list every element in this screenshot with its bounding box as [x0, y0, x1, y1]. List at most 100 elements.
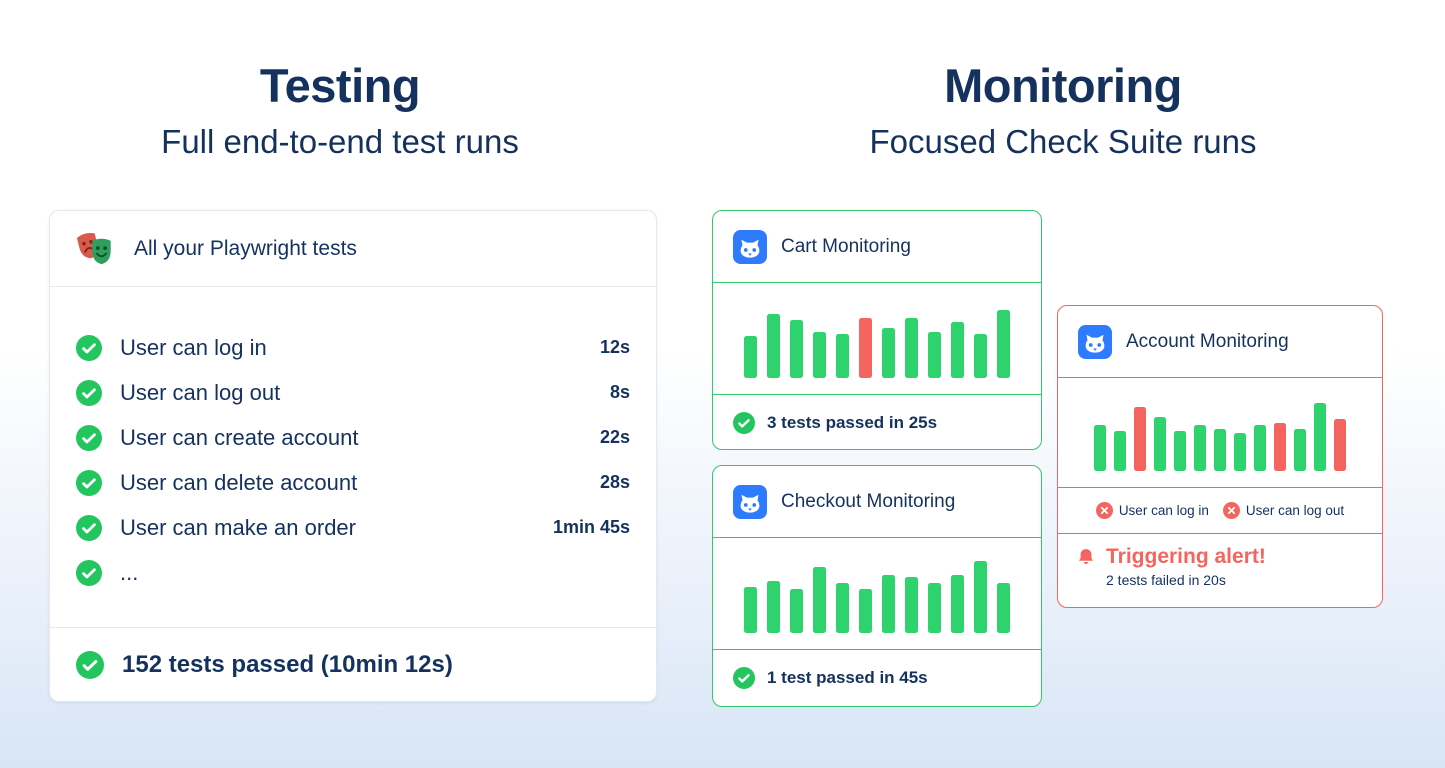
chart-bar-pass	[974, 334, 987, 378]
test-duration: 8s	[609, 382, 630, 402]
test-card-header-label: All your Playwright tests	[134, 236, 357, 260]
chart-bar-pass	[1094, 425, 1106, 471]
checkout-monitoring-label: Checkout Monitoring	[781, 490, 956, 512]
test-card-footer: 152 tests passed (10min 12s)	[50, 627, 656, 701]
check-circle-icon	[76, 379, 102, 406]
chart-bar-pass	[1314, 403, 1326, 471]
test-duration: 22s	[599, 427, 630, 447]
checkout-monitoring-header: Checkout Monitoring	[713, 466, 1041, 538]
testing-heading: Testing Full end-to-end test runs	[0, 58, 680, 161]
chart-bar-pass	[882, 575, 895, 633]
test-label: ...	[120, 559, 139, 585]
checkout-monitoring-summary: 1 test passed in 45s	[767, 668, 928, 687]
chart-bar-pass	[813, 332, 826, 378]
account-monitoring-header: Account Monitoring	[1058, 306, 1382, 378]
testing-subtitle: Full end-to-end test runs	[161, 123, 519, 160]
test-row: User can delete account 28s	[76, 460, 630, 505]
check-circle-icon	[733, 412, 755, 434]
test-card-header: All your Playwright tests	[50, 211, 656, 287]
test-row: User can log out 8s	[76, 370, 630, 415]
test-duration: 12s	[599, 337, 630, 357]
check-circle-icon	[76, 559, 102, 586]
checkout-monitoring-card: Checkout Monitoring 1 test passed in 45s	[712, 465, 1042, 707]
chart-bar-pass	[905, 577, 918, 633]
test-label: User can create account	[120, 424, 359, 450]
playwright-masks-icon	[74, 227, 118, 271]
chart-bar-fail	[1274, 423, 1286, 471]
cart-monitoring-card: Cart Monitoring 3 tests passed in 25s	[712, 210, 1042, 450]
monitoring-title: Monitoring	[944, 59, 1182, 112]
test-row: User can create account 22s	[76, 415, 630, 460]
check-circle-icon	[76, 514, 102, 541]
test-row: User can make an order 1min 45s	[76, 505, 630, 550]
chart-bar-pass	[905, 318, 918, 378]
chart-bar-pass	[1294, 429, 1306, 471]
check-circle-icon	[76, 650, 104, 679]
test-duration: 28s	[599, 472, 630, 492]
test-label: User can delete account	[120, 469, 358, 495]
chart-bar-fail	[859, 318, 872, 378]
chart-bar-pass	[997, 583, 1010, 633]
chart-bar-pass	[1154, 417, 1166, 471]
chart-bar-pass	[1174, 431, 1186, 471]
test-row: User can log in 12s	[76, 325, 630, 370]
cart-monitoring-summary: 3 tests passed in 25s	[767, 413, 938, 432]
chart-bar-pass	[836, 334, 849, 378]
alert-detail: 2 tests failed in 20s	[1106, 572, 1226, 588]
chart-bar-pass	[882, 328, 895, 378]
alert-section: Triggering alert! 2 tests failed in 20s	[1058, 534, 1382, 598]
chart-bar-pass	[1234, 433, 1246, 471]
chart-bar-pass	[951, 322, 964, 378]
check-circle-icon	[76, 334, 102, 361]
chart-bar-pass	[744, 587, 757, 633]
chart-bar-fail	[1334, 419, 1346, 471]
chart-bar-pass	[813, 567, 826, 633]
test-row: ...	[76, 550, 630, 595]
test-label: User can make an order	[120, 514, 356, 540]
account-monitoring-chart	[1058, 378, 1382, 488]
testing-title: Testing	[259, 59, 421, 112]
chart-bar-pass	[1194, 425, 1206, 471]
chart-bar-pass	[859, 589, 872, 633]
monitoring-subtitle: Focused Check Suite runs	[869, 123, 1257, 160]
check-circle-icon	[76, 424, 102, 451]
chart-bar-pass	[928, 332, 941, 378]
chart-bar-pass	[1114, 431, 1126, 471]
failed-test-label: User can log in	[1118, 503, 1209, 518]
cart-monitoring-chart	[713, 283, 1041, 395]
cart-monitoring-footer: 3 tests passed in 25s	[713, 395, 1041, 451]
chart-bar-pass	[1214, 429, 1226, 471]
chart-bar-pass	[790, 589, 803, 633]
account-monitoring-card: Account Monitoring User can log in User …	[1057, 305, 1383, 608]
chart-bar-pass	[951, 575, 964, 633]
chart-bar-pass	[790, 320, 803, 378]
bell-icon	[1076, 547, 1096, 567]
x-circle-icon	[1222, 502, 1240, 519]
failed-test-label: User can log out	[1245, 503, 1345, 518]
alert-title: Triggering alert!	[1106, 545, 1266, 568]
check-circle-icon	[733, 667, 755, 689]
monitoring-heading: Monitoring Focused Check Suite runs	[723, 58, 1403, 161]
failed-test-item: User can log out	[1222, 502, 1345, 519]
checkly-raccoon-icon	[1078, 324, 1112, 359]
x-circle-icon	[1095, 502, 1113, 519]
check-circle-icon	[76, 469, 102, 496]
checkout-monitoring-chart	[713, 538, 1041, 650]
playwright-tests-card: All your Playwright tests User can log i…	[49, 210, 657, 702]
chart-bar-pass	[744, 336, 757, 378]
chart-bar-fail	[1134, 407, 1146, 471]
checkly-raccoon-icon	[733, 229, 767, 264]
test-label: User can log out	[120, 379, 281, 405]
chart-bar-pass	[767, 314, 780, 378]
cart-monitoring-header: Cart Monitoring	[713, 211, 1041, 283]
test-duration: 1min 45s	[552, 517, 630, 537]
checkout-monitoring-footer: 1 test passed in 45s	[713, 650, 1041, 706]
test-list: User can log in 12s User can log out 8s	[50, 287, 656, 595]
test-summary: 152 tests passed (10min 12s)	[122, 650, 453, 678]
chart-bar-pass	[1254, 425, 1266, 471]
chart-bar-pass	[997, 310, 1010, 378]
failed-test-item: User can log in	[1095, 502, 1209, 519]
account-monitoring-label: Account Monitoring	[1126, 330, 1289, 352]
chart-bar-pass	[928, 583, 941, 633]
